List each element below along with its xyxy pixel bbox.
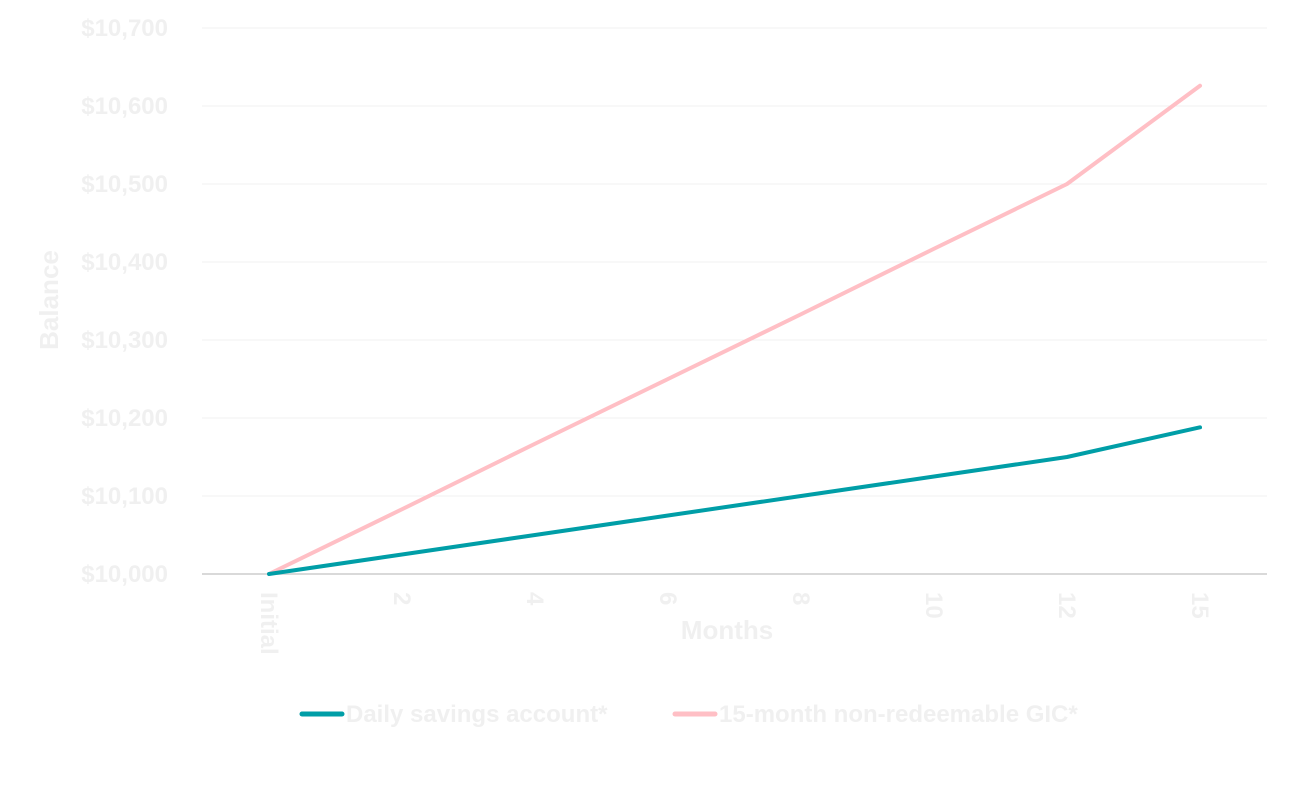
- legend-label-daily-savings: Daily savings account*: [346, 701, 608, 728]
- y-axis-title: Balance: [34, 250, 64, 350]
- y-tick-label: $10,600: [81, 93, 168, 120]
- x-axis-title: Months: [681, 615, 773, 645]
- series-line-1: [267, 83, 1202, 576]
- x-axis-tick-labels: Initial 2 4 6 8 10 12 15: [255, 592, 1213, 655]
- y-tick-label: $10,500: [81, 171, 168, 198]
- y-tick-label: $10,700: [81, 15, 168, 42]
- x-tick-label: Initial: [255, 592, 282, 655]
- x-tick-label: 15: [1186, 592, 1213, 619]
- x-tick-label: 12: [1053, 592, 1080, 619]
- x-tick-label: 4: [521, 592, 548, 606]
- y-tick-label: $10,200: [81, 405, 168, 432]
- y-axis-tick-labels: $10,000 $10,100 $10,200 $10,300 $10,400 $10,5…: [81, 15, 168, 588]
- y-tick-label: $10,300: [81, 327, 168, 354]
- legend-label-gic: 15-month non-redeemable GIC*: [719, 701, 1078, 728]
- series-line-0: [267, 425, 1202, 576]
- x-tick-label: 2: [388, 592, 415, 605]
- y-tick-label: $10,400: [81, 249, 168, 276]
- y-tick-label: $10,000: [81, 561, 168, 588]
- y-tick-label: $10,100: [81, 483, 168, 510]
- x-tick-label: 8: [787, 592, 814, 605]
- gridlines: [202, 27, 1267, 497]
- x-tick-label: 10: [920, 592, 947, 619]
- series-lines: [267, 83, 1202, 576]
- legend: Daily savings account* 15-month non-rede…: [299, 701, 1078, 728]
- x-tick-label: 6: [654, 592, 681, 605]
